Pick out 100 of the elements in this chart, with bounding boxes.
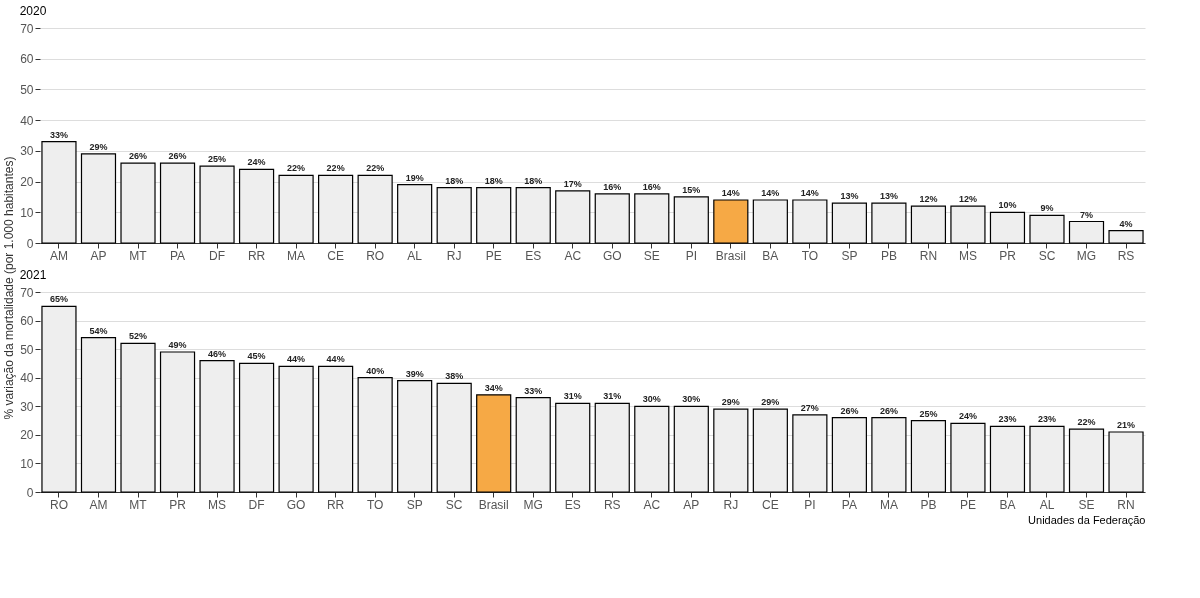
bar: [634, 405, 670, 493]
bar: [989, 211, 1026, 244]
bar: [1029, 214, 1065, 244]
data-label: 16%: [603, 181, 622, 192]
bar: [871, 202, 907, 244]
bar: [555, 402, 591, 493]
y-tick-label: 0: [26, 236, 34, 251]
data-label: 22%: [326, 163, 345, 174]
data-label: 25%: [208, 154, 227, 165]
bar: [673, 196, 709, 244]
y-tick-label: 10: [20, 205, 34, 220]
x-tick-label: AM: [89, 497, 108, 512]
data-label: 18%: [484, 175, 503, 186]
x-tick-label: BA: [999, 497, 1016, 512]
data-label: 17%: [563, 178, 582, 189]
data-label: 38%: [445, 371, 464, 382]
bar: [792, 414, 828, 493]
bar: [436, 382, 472, 493]
bar: [1029, 425, 1065, 493]
x-tick-label: SC: [445, 497, 463, 512]
y-tick-label: 20: [20, 175, 34, 190]
x-tick-label: PR: [999, 248, 1017, 263]
data-label: 19%: [405, 172, 424, 183]
bar: [515, 397, 551, 493]
x-tick-label: RN: [919, 248, 938, 263]
bar: [238, 362, 275, 493]
bar: [436, 187, 472, 244]
x-tick-label: MG: [1076, 248, 1097, 263]
data-label: 14%: [800, 188, 819, 198]
bar: [792, 199, 828, 244]
data-label: 18%: [445, 175, 464, 186]
x-tick-label: PE: [485, 248, 502, 263]
x-tick-label: MT: [129, 248, 148, 263]
y-tick-label: 40: [20, 371, 34, 386]
bar: [989, 425, 1026, 493]
bar: [80, 337, 117, 493]
data-label: 29%: [721, 397, 740, 408]
chart-title: 2020: [19, 4, 47, 18]
y-tick-label: 70: [20, 285, 34, 300]
x-tick-label: CE: [327, 248, 344, 263]
x-tick-label: AL: [407, 248, 423, 263]
bar: [555, 190, 591, 244]
bar: [159, 162, 196, 244]
data-label: 49%: [168, 340, 187, 350]
x-tick-label: MA: [879, 497, 898, 512]
bar: [634, 193, 670, 244]
bar: [318, 365, 354, 493]
chart-title: 2021: [19, 268, 47, 282]
bar: [910, 205, 947, 244]
y-tick-label: 50: [20, 82, 34, 97]
y-tick-label: 10: [20, 456, 34, 471]
x-tick-label: PI: [804, 497, 816, 512]
x-tick-label: RR: [247, 248, 266, 263]
data-label: 22%: [1077, 417, 1096, 428]
x-tick-label: MT: [129, 497, 148, 512]
bar: [397, 184, 433, 244]
x-tick-label: AC: [564, 248, 582, 263]
x-tick-label: PA: [841, 497, 857, 512]
data-label: 33%: [49, 129, 68, 140]
data-label: 29%: [89, 141, 108, 152]
data-label: 24%: [247, 157, 266, 168]
data-label: 12%: [919, 194, 938, 205]
data-label: 44%: [326, 354, 345, 365]
x-tick-label: AP: [683, 497, 700, 512]
bar: [752, 199, 788, 244]
data-label: 44%: [287, 354, 306, 365]
x-tick-label: SE: [643, 248, 660, 263]
bar: [1108, 230, 1144, 244]
x-tick-label: RS: [603, 497, 621, 512]
y-axis-title: % variação da mortalidade (por 1.000 habitantes): [2, 156, 16, 420]
x-tick-label: ES: [564, 497, 581, 512]
x-tick-label: SP: [841, 248, 858, 263]
data-label: 27%: [800, 402, 819, 413]
data-label: 16%: [642, 181, 661, 192]
bar: [159, 351, 196, 493]
x-tick-label: RR: [326, 497, 345, 512]
y-tick-label: 60: [20, 52, 34, 67]
x-tick-label: PR: [169, 497, 187, 512]
x-tick-label: AL: [1039, 497, 1055, 512]
data-label: 34%: [484, 382, 503, 393]
bar: [1068, 220, 1105, 244]
x-tick-label: RJ: [446, 248, 462, 263]
data-label: 26%: [840, 405, 859, 416]
data-label: 26%: [168, 151, 187, 162]
x-tick-label: MS: [208, 497, 227, 512]
data-label: 30%: [642, 394, 661, 405]
x-tick-label: DF: [248, 497, 265, 512]
data-label: 31%: [603, 391, 622, 402]
data-label: 4%: [1119, 218, 1133, 229]
data-label: 7%: [1080, 209, 1094, 220]
data-label: 22%: [287, 163, 306, 174]
x-tick-label: CE: [762, 497, 779, 512]
bar: [357, 377, 393, 493]
data-label: 24%: [958, 411, 977, 422]
y-tick-label: 0: [26, 485, 34, 500]
bar: [1108, 431, 1144, 493]
bar: [41, 305, 77, 493]
x-tick-label: PE: [959, 497, 976, 512]
bar: [831, 202, 867, 244]
data-label: 22%: [366, 163, 385, 174]
